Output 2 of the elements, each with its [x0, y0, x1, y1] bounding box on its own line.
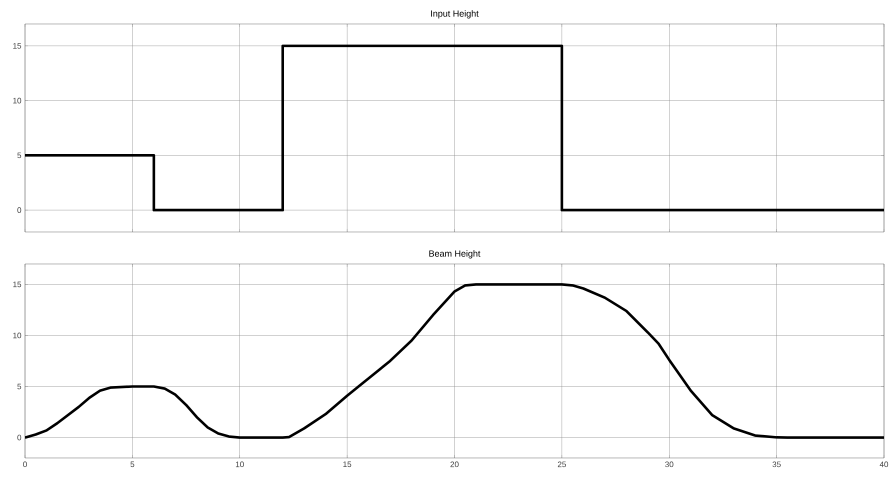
chart-title: Input Height	[431, 10, 479, 18]
chart-title: Beam Height	[429, 250, 480, 258]
